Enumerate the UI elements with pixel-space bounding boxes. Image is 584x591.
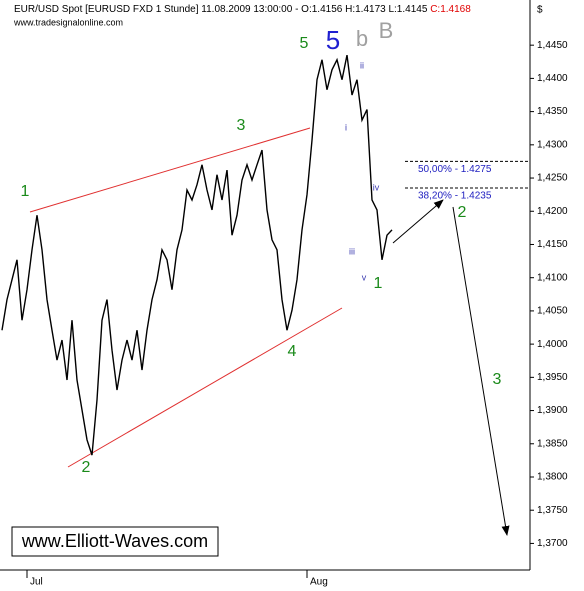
wave-label: 5 xyxy=(300,35,309,52)
wave-label: 2 xyxy=(458,204,467,221)
wave-label: 3 xyxy=(237,117,246,134)
wave-label: ii xyxy=(360,60,364,70)
y-tick-label: 1,4200 xyxy=(537,206,568,217)
watermark-box xyxy=(11,526,219,557)
y-tick-label: 1,3850 xyxy=(537,438,568,449)
wave-label: 1 xyxy=(21,183,30,200)
y-tick-label: 1,3950 xyxy=(537,372,568,383)
y-tick-label: 1,4050 xyxy=(537,306,568,317)
x-tick-label: Jul xyxy=(30,577,43,588)
y-tick-label: 1,3750 xyxy=(537,505,568,516)
fib-label: 50,00% - 1.4275 xyxy=(418,164,492,175)
y-tick-label: 1,4150 xyxy=(537,239,568,250)
header: EUR/USD Spot [EURUSD FXD 1 Stunde] 11.08… xyxy=(14,4,471,15)
header-title: EUR/USD Spot [EURUSD FXD 1 Stunde] 11.08… xyxy=(14,4,428,15)
y-tick-label: 1,4350 xyxy=(537,106,568,117)
arrow xyxy=(452,206,510,536)
header-close: C:1.4168 xyxy=(430,4,471,15)
wave-label: 2 xyxy=(82,459,91,476)
wave-label: iii xyxy=(349,246,355,256)
subtitle: www.tradesignalonline.com xyxy=(13,17,123,27)
wave-label: B xyxy=(379,18,394,43)
y-tick-label: 1,4250 xyxy=(537,173,568,184)
trend-line xyxy=(29,127,311,213)
watermark: www.Elliott-Waves.com xyxy=(21,531,208,551)
y-tick-label: 1,4400 xyxy=(537,73,568,84)
x-tick-label: Aug xyxy=(310,577,328,588)
wave-label: b xyxy=(356,26,368,51)
fib-label: 38,20% - 1.4235 xyxy=(418,191,492,202)
y-tick-label: 1,4450 xyxy=(537,40,568,51)
arrow xyxy=(392,199,444,244)
wave-label: v xyxy=(362,272,367,282)
wave-label: 5 xyxy=(326,25,340,55)
y-tick-label: 1,4100 xyxy=(537,272,568,283)
y-tick-label: 1,3900 xyxy=(537,405,568,416)
wave-label: 3 xyxy=(493,371,502,388)
trend-line xyxy=(67,307,343,468)
axis-unit: $ xyxy=(537,5,543,16)
y-tick-label: 1,3800 xyxy=(537,472,568,483)
wave-label: iv xyxy=(373,182,380,192)
y-tick-label: 1,4000 xyxy=(537,339,568,350)
wave-label: i xyxy=(345,122,347,132)
wave-label: 1 xyxy=(374,275,383,292)
y-tick-label: 1,3700 xyxy=(537,538,568,549)
y-tick-label: 1,4300 xyxy=(537,139,568,150)
wave-label: 4 xyxy=(288,343,297,360)
price-line xyxy=(1,54,393,456)
